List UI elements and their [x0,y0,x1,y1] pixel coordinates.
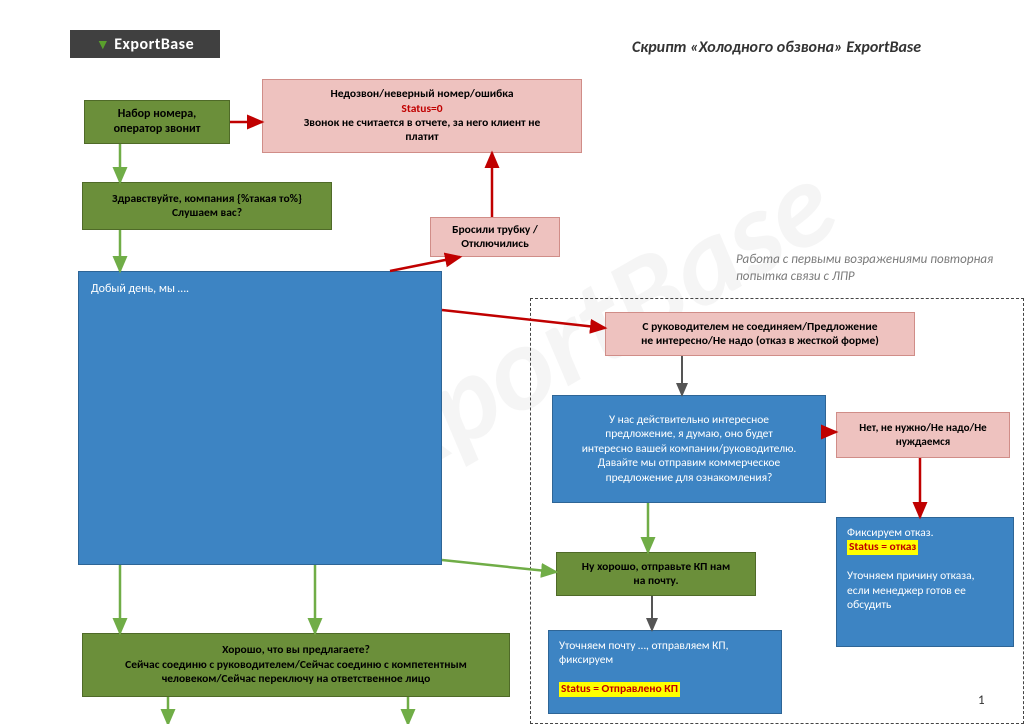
node-n4: Добый день, мы …. [78,271,442,565]
note-line-1: Работа с первыми возражениями [736,252,927,267]
logo-check-icon: ▼ [96,36,110,53]
side-note: Работа с первыми возражениями повторная … [736,252,1024,286]
node-n5: Бросили трубку /Отключились [430,217,560,257]
node-n2: Недозвон/неверный номер/ошибкаStatus=0Зв… [262,79,582,153]
node-n3: Здравствуйте, компания {%такая то%}Слуша… [82,182,332,230]
page-title: Скрипт «Холодного обзвона» ExportBase [632,38,921,57]
node-n8: Нет, не нужно/Не надо/Ненуждаемся [836,412,1010,458]
node-n7: У нас действительно интересноепредложени… [552,395,826,503]
page-number: 1 [978,693,985,708]
flowchart-canvas: ExportBase ▼ ExportBase Скрипт «Холодног… [0,0,1024,724]
logo-text: ExportBase [114,35,194,54]
node-n1: Набор номера,оператор звонит [84,100,230,144]
node-n11: Уточняем почту …, отправляем КП,фиксируе… [548,630,782,714]
node-n10: Фиксируем отказ.Status = отказ Уточняем … [836,517,1014,647]
node-n12: Хорошо, что вы предлагаете?Сейчас соедин… [82,633,510,697]
node-n9: Ну хорошо, отправьте КП намна почту. [556,552,756,596]
arrow-n4-n5 [390,257,460,271]
node-n6: С руководителем не соединяем/Предложение… [605,312,915,356]
logo-badge: ▼ ExportBase [70,30,220,58]
